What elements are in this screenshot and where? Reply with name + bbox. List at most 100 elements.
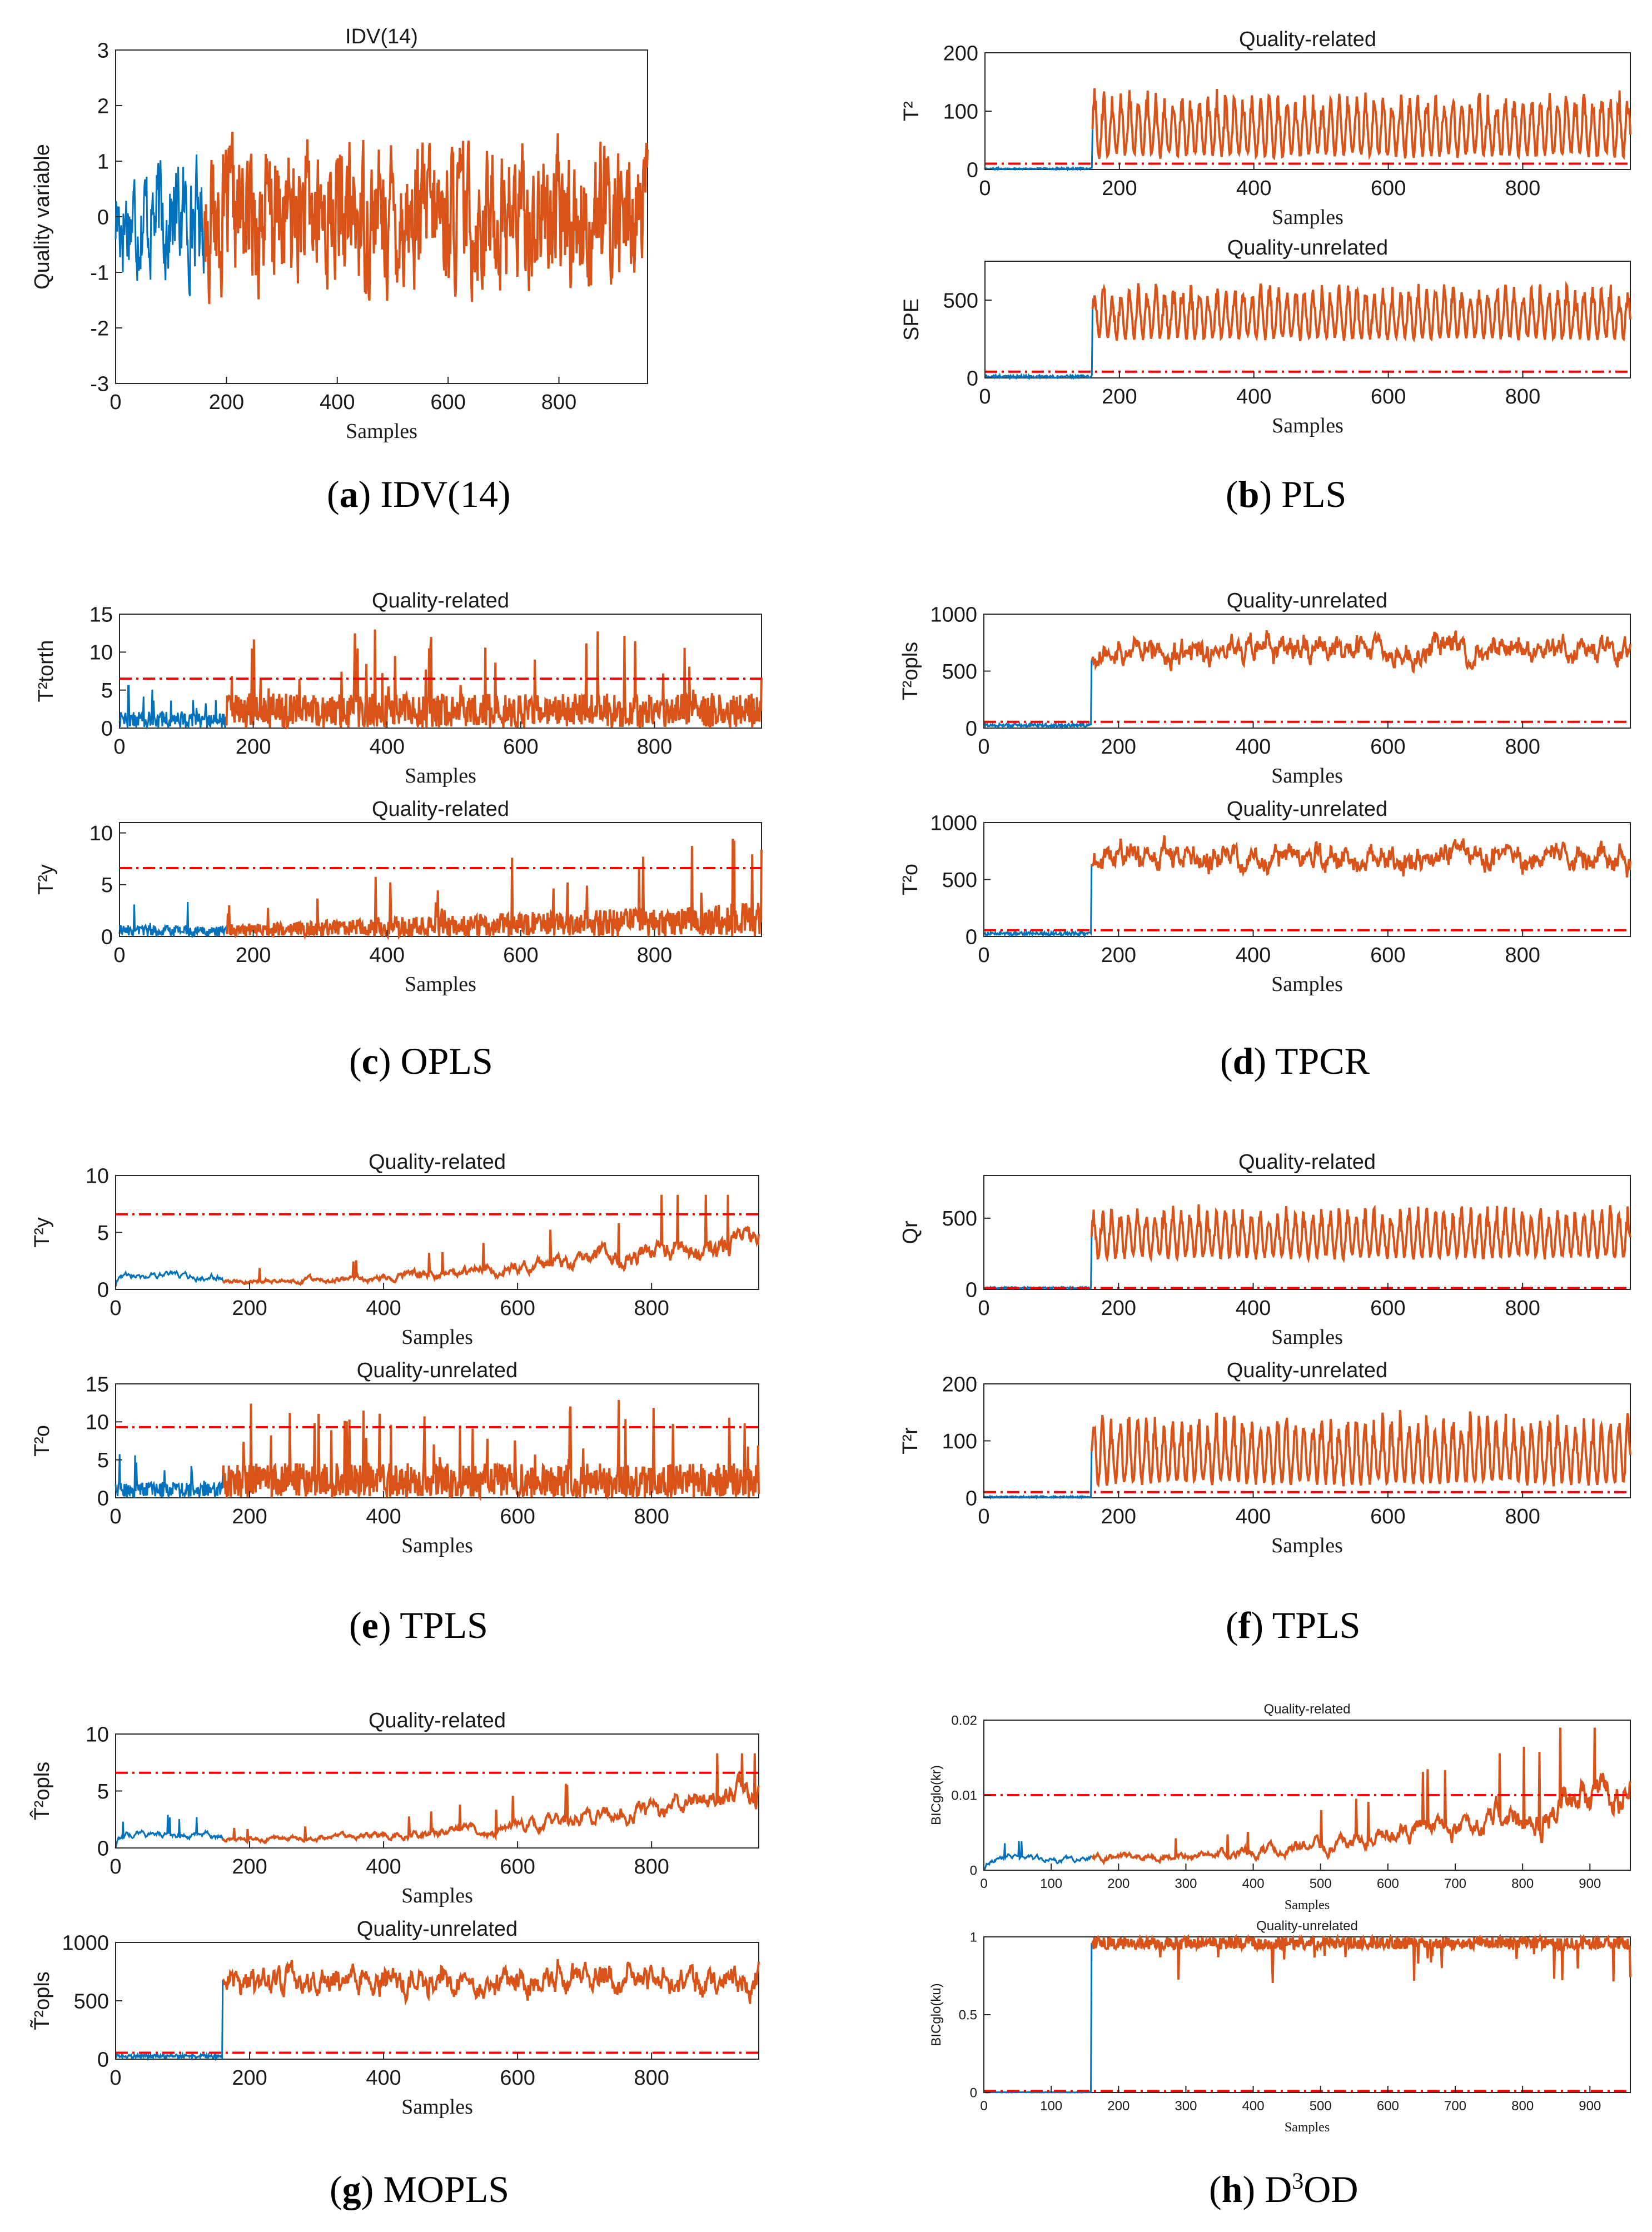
xtick-label-a-3: 600	[430, 391, 465, 414]
caption-d: (d) TPCR	[1220, 1040, 1370, 1082]
ytick-label-f1-3: 15	[86, 1373, 109, 1396]
series-fault-b1	[1091, 88, 1631, 161]
ytick-label-a-1: -2	[90, 317, 109, 340]
series-normal-d1	[118, 901, 227, 939]
xtick-label-c2-0: 0	[978, 735, 989, 759]
ytick-label-h2-1: 0.5	[959, 2007, 977, 2022]
xtick-label-d2-2: 400	[1236, 944, 1271, 967]
x-axis-label-e2: Samples	[1271, 1326, 1343, 1349]
chart-title-e1: Quality-related	[369, 1150, 506, 1174]
series-normal-e2	[983, 1237, 1093, 1291]
y-axis-label-f2: T²r	[899, 1427, 922, 1454]
xtick-label-h2-5: 500	[1310, 2099, 1332, 2114]
ytick-label-d1-1: 5	[101, 874, 113, 897]
y-axis-label-c1: T²torth	[34, 640, 58, 703]
xtick-label-d2-4: 800	[1505, 944, 1540, 967]
chart-title-b2: Quality-unrelated	[1227, 236, 1388, 260]
xtick-label-g1-0: 0	[110, 1855, 121, 1879]
xtick-label-d1-3: 600	[503, 944, 538, 967]
xtick-label-f2-0: 0	[978, 1505, 989, 1528]
xtick-label-f2-2: 400	[1236, 1505, 1271, 1528]
plot-frame-b2	[984, 261, 1631, 378]
ytick-label-d2-2: 1000	[930, 811, 977, 835]
ytick-label-b1-0: 0	[967, 158, 978, 182]
chart-d2: 0 200 400 600 800 0 500 1000 Quality-unrelated Sa…	[899, 798, 1631, 996]
xtick-label-f1-0: 0	[110, 1505, 121, 1528]
xtick-label-c1-2: 400	[370, 735, 405, 759]
chart-title-e2: Quality-related	[1238, 1150, 1376, 1174]
y-axis-label-a: Quality variable	[31, 144, 54, 290]
xtick-label-e1-1: 200	[232, 1297, 267, 1320]
ytick-label-f2-2: 200	[942, 1373, 977, 1396]
plot-frame-e2	[983, 1175, 1631, 1290]
xtick-label-e2-2: 400	[1236, 1297, 1271, 1320]
plot-frame-c2	[983, 614, 1631, 729]
x-axis-label-f1: Samples	[401, 1534, 473, 1557]
xtick-label-g1-3: 600	[500, 1855, 535, 1879]
y-axis-label-f1: T²o	[31, 1425, 54, 1457]
xtick-label-h2-7: 700	[1444, 2099, 1466, 2114]
caption-b-tag: b	[1238, 473, 1260, 515]
xtick-label-f2-3: 600	[1370, 1505, 1405, 1528]
series-normal-c2	[983, 660, 1093, 730]
ytick-label-d1-0: 0	[101, 925, 113, 949]
ytick-label-c1-3: 15	[89, 603, 113, 626]
plot-frame-h2	[983, 1936, 1631, 2093]
ytick-label-c1-1: 5	[101, 679, 113, 703]
xtick-label-g2-0: 0	[110, 2066, 121, 2090]
chart-title-g1: Quality-related	[369, 1709, 506, 1732]
x-axis-label-b2: Samples	[1272, 414, 1344, 437]
ytick-label-e2-1: 500	[942, 1207, 977, 1230]
xtick-label-b1-2: 400	[1236, 177, 1271, 200]
ytick-label-a-5: 2	[97, 94, 109, 118]
xtick-label-c1-1: 200	[236, 735, 271, 759]
caption-f: (f) TPLS	[1226, 1604, 1361, 1646]
y-axis-label-d1: T²y	[34, 864, 58, 895]
series-fault-h2	[1091, 1932, 1631, 1984]
caption-g: (g) MOPLS	[330, 2168, 510, 2210]
caption-f-text: TPLS	[1263, 1604, 1361, 1646]
ytick-label-c2-0: 0	[966, 717, 977, 740]
chart-b1: 0 200 400 600 800 0 100 200 Quality-related Sampl…	[900, 28, 1631, 229]
chart-g1: 0 200 400 600 800 0 5 10 Quality-related Samples T…	[29, 1709, 760, 1907]
caption-c-tag: c	[361, 1040, 379, 1082]
xtick-label-b2-2: 400	[1236, 385, 1271, 408]
ytick-label-f2-0: 0	[966, 1487, 977, 1510]
chart-d1: 0 200 400 600 800 0 5 10 Quality-related Samples T…	[34, 798, 763, 996]
xtick-label-e1-3: 600	[500, 1297, 535, 1320]
ytick-label-g1-1: 5	[97, 1780, 109, 1803]
caption-h-after: OD	[1303, 2168, 1359, 2210]
series-normal-f2	[983, 1451, 1093, 1500]
chart-f1: 0 200 400 600 800 0 5 10 15 Quality-unrelated Samp…	[31, 1359, 760, 1557]
xtick-label-a-0: 0	[110, 391, 121, 414]
series-normal-c1	[118, 685, 227, 730]
chart-b2: 0 200 400 600 800 0 500 Quality-unrelated Sample…	[900, 236, 1631, 437]
ytick-label-h2-2: 1	[970, 1930, 977, 1945]
series-fault-g1	[222, 1753, 760, 1845]
caption-f-tag: f	[1238, 1604, 1251, 1646]
xtick-label-g1-2: 400	[366, 1855, 401, 1879]
ytick-label-d1-2: 10	[89, 822, 113, 845]
series-fault-g2	[222, 1959, 760, 2006]
caption-b: (b) PLS	[1226, 473, 1347, 515]
xtick-label-d2-3: 600	[1370, 944, 1405, 967]
xtick-label-h2-8: 800	[1511, 2099, 1534, 2114]
xtick-label-e1-4: 800	[634, 1297, 669, 1320]
xtick-label-a-2: 400	[320, 391, 355, 414]
xtick-label-b1-1: 200	[1102, 177, 1137, 200]
xtick-label-c2-2: 400	[1236, 735, 1271, 759]
xtick-label-d2-0: 0	[978, 944, 989, 967]
plot-frame-g1	[115, 1733, 759, 1849]
x-axis-label-a: Samples	[346, 420, 417, 443]
chart-title-c1: Quality-related	[372, 589, 509, 612]
x-axis-label-c1: Samples	[405, 764, 476, 788]
xtick-label-h1-5: 500	[1310, 1876, 1332, 1891]
caption-d-text: TPCR	[1266, 1040, 1370, 1082]
x-axis-label-f2: Samples	[1271, 1534, 1343, 1557]
xtick-label-g2-2: 400	[366, 2066, 401, 2090]
y-axis-label-g2: T̃²opls	[30, 1971, 54, 2030]
series-fault-e1	[222, 1194, 760, 1287]
xtick-label-h1-1: 100	[1040, 1876, 1062, 1891]
xtick-label-e1-2: 400	[366, 1297, 401, 1320]
chart-f2: 0 200 400 600 800 0 100 200 Quality-unrelated Sam…	[899, 1359, 1631, 1557]
